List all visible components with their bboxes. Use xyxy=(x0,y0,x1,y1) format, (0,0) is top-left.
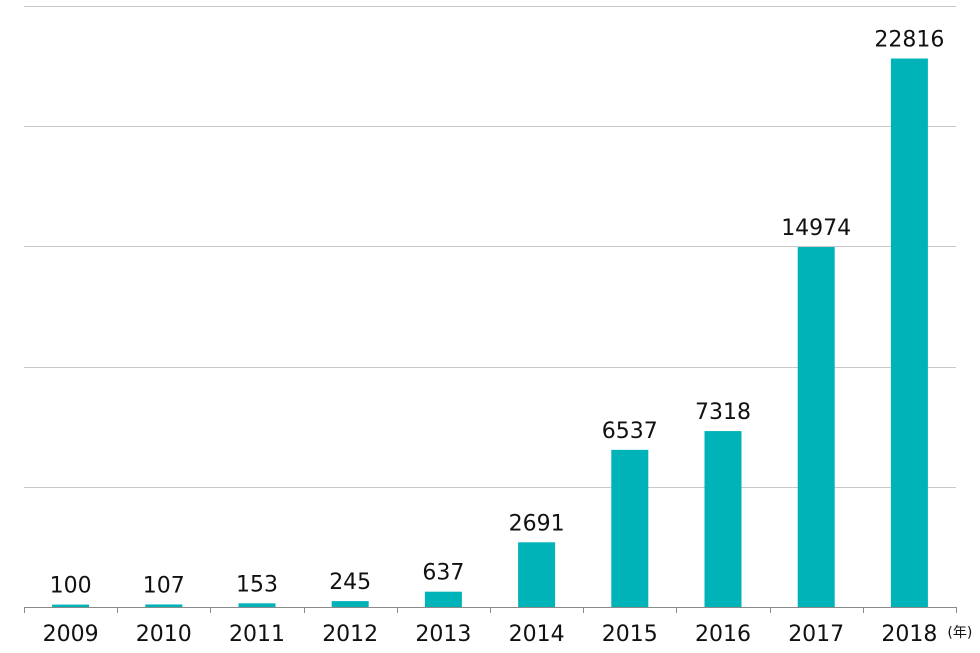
x-tick-label-2015: 2015 xyxy=(602,622,658,647)
x-tick-label-2017: 2017 xyxy=(788,622,844,647)
bar-2011 xyxy=(238,603,276,607)
x-tick-label-2010: 2010 xyxy=(136,622,192,647)
ticks-layer xyxy=(24,607,957,613)
x-axis-unit-label: (年) xyxy=(947,625,972,641)
x-tick-label-2014: 2014 xyxy=(509,622,565,647)
data-label-2017: 14974 xyxy=(781,216,851,241)
x-tick-label-2018: 2018 xyxy=(881,622,937,647)
x-tick-label-2011: 2011 xyxy=(229,622,285,647)
data-label-2012: 245 xyxy=(329,570,371,595)
data-label-2016: 7318 xyxy=(695,400,751,425)
data-label-2011: 153 xyxy=(236,572,278,597)
bar-2012 xyxy=(331,601,369,607)
data-label-2018: 22816 xyxy=(874,28,944,53)
bar-2014 xyxy=(518,542,556,607)
labels-layer: 100 2009 107 2010 153 2011 245 2012 637 2013 2691 2… xyxy=(43,28,945,647)
data-label-2013: 637 xyxy=(422,561,464,586)
data-label-2009: 100 xyxy=(50,574,92,599)
data-label-2010: 107 xyxy=(143,573,185,598)
bar-2016 xyxy=(704,431,742,607)
x-tick-label-2013: 2013 xyxy=(415,622,471,647)
bars-layer xyxy=(52,58,928,608)
x-tick-label-2016: 2016 xyxy=(695,622,751,647)
bar-2010 xyxy=(145,604,183,607)
x-tick-label-2012: 2012 xyxy=(322,622,378,647)
bar-2009 xyxy=(52,604,90,607)
bar-2013 xyxy=(424,591,462,607)
data-label-2014: 2691 xyxy=(509,511,565,536)
bar-2015 xyxy=(611,449,649,607)
x-tick-label-2009: 2009 xyxy=(43,622,99,647)
bar-2017 xyxy=(797,247,835,608)
bar-2018 xyxy=(890,58,928,608)
data-label-2015: 6537 xyxy=(602,419,658,444)
